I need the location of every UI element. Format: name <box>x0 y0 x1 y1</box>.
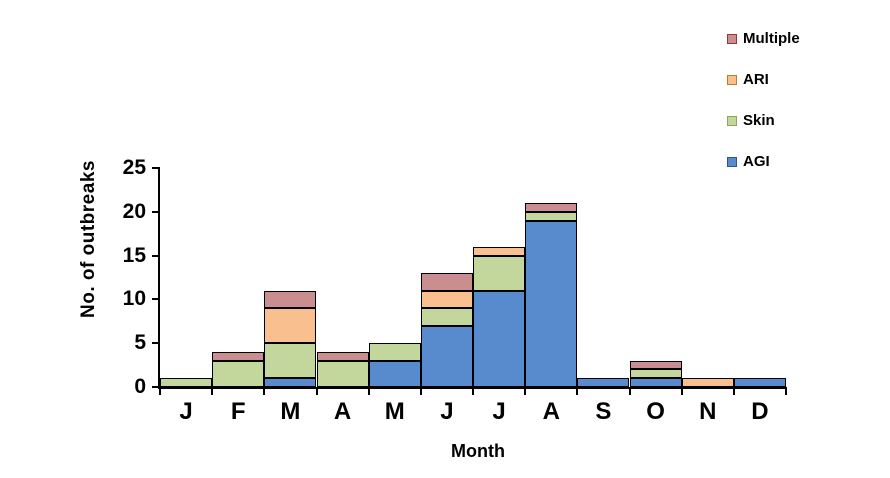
legend-label-agi: AGI <box>743 153 770 170</box>
x-tick-mark <box>419 387 422 395</box>
y-axis-title: No. of outbreaks <box>78 160 99 318</box>
y-tick-label: 10 <box>122 287 146 311</box>
x-category-label: A <box>542 398 560 425</box>
x-category-label: J <box>440 398 454 425</box>
bar-segment-skin-0 <box>160 378 213 387</box>
x-tick-mark <box>785 387 787 395</box>
x-category-label: N <box>699 398 717 425</box>
x-axis-line <box>158 387 786 389</box>
legend-swatch-agi-icon <box>727 157 737 167</box>
x-category-label: J <box>492 398 506 425</box>
x-tick-mark <box>732 387 735 395</box>
bar-segment-agi-9 <box>629 378 682 387</box>
y-tick-mark <box>152 167 160 169</box>
y-axis-line <box>158 168 160 389</box>
legend-label-skin: Skin <box>743 112 775 129</box>
y-tick-mark <box>152 298 160 301</box>
y-tick-mark <box>152 386 160 388</box>
bar-segment-agi-8 <box>577 378 630 387</box>
legend-swatch-ari-icon <box>727 75 737 85</box>
bar-segment-multiple-5 <box>420 273 473 291</box>
bar-segment-skin-7 <box>525 211 578 221</box>
x-category-label: F <box>230 398 246 425</box>
x-tick-mark <box>576 387 579 395</box>
bar-segment-multiple-3 <box>316 351 369 361</box>
bar-segment-multiple-2 <box>264 290 317 309</box>
bar-segment-agi-11 <box>733 378 786 387</box>
y-tick-label: 0 <box>134 375 146 398</box>
legend-swatch-multiple-icon <box>727 34 737 44</box>
x-tick-mark <box>680 387 683 395</box>
y-tick-label: 5 <box>134 331 146 355</box>
x-tick-mark <box>628 387 631 395</box>
bar-segment-multiple-1 <box>212 351 265 361</box>
x-tick-mark <box>211 387 214 395</box>
x-category-label: M <box>384 398 405 425</box>
y-tick-label: 20 <box>122 199 146 223</box>
bar-segment-skin-2 <box>264 343 317 379</box>
legend-swatch-skin-icon <box>727 116 737 126</box>
bar-segment-ari-6 <box>473 246 526 256</box>
y-tick-label: 25 <box>122 156 146 179</box>
y-tick-mark <box>152 342 160 345</box>
bar-segment-agi-5 <box>420 325 473 387</box>
bar-segment-skin-9 <box>629 369 682 379</box>
x-tick-mark <box>472 387 474 395</box>
x-category-label: M <box>280 398 301 425</box>
x-tick-mark <box>159 387 161 395</box>
x-category-label: D <box>751 398 769 425</box>
x-axis-title: Month <box>451 441 505 461</box>
x-category-label: A <box>333 398 352 425</box>
x-tick-mark <box>315 387 318 395</box>
legend-label-multiple: Multiple <box>743 30 800 47</box>
x-tick-mark <box>524 387 527 395</box>
bar-segment-agi-6 <box>473 290 526 387</box>
bar-segment-skin-6 <box>473 255 526 291</box>
y-tick-label: 15 <box>122 243 146 267</box>
x-category-label: J <box>179 398 193 425</box>
bar-segment-agi-7 <box>525 220 578 387</box>
legend-label-ari: ARI <box>743 71 769 88</box>
x-category-label: O <box>646 398 665 425</box>
bar-segment-ari-5 <box>420 290 473 309</box>
x-tick-mark <box>367 387 370 395</box>
bar-segment-agi-2 <box>264 378 317 387</box>
x-category-label: S <box>595 398 612 425</box>
x-tick-mark <box>263 387 266 395</box>
bar-segment-multiple-9 <box>629 360 682 370</box>
bar-segment-ari-10 <box>681 378 734 387</box>
bar-segment-skin-1 <box>212 360 265 387</box>
y-tick-mark <box>152 254 160 257</box>
bar-segment-skin-4 <box>368 343 421 361</box>
bar-segment-skin-5 <box>420 308 473 326</box>
y-tick-mark <box>152 210 160 213</box>
bar-segment-agi-4 <box>368 360 421 387</box>
bar-segment-skin-3 <box>316 360 369 387</box>
bar-segment-multiple-7 <box>525 203 578 212</box>
bar-segment-ari-2 <box>264 308 317 344</box>
